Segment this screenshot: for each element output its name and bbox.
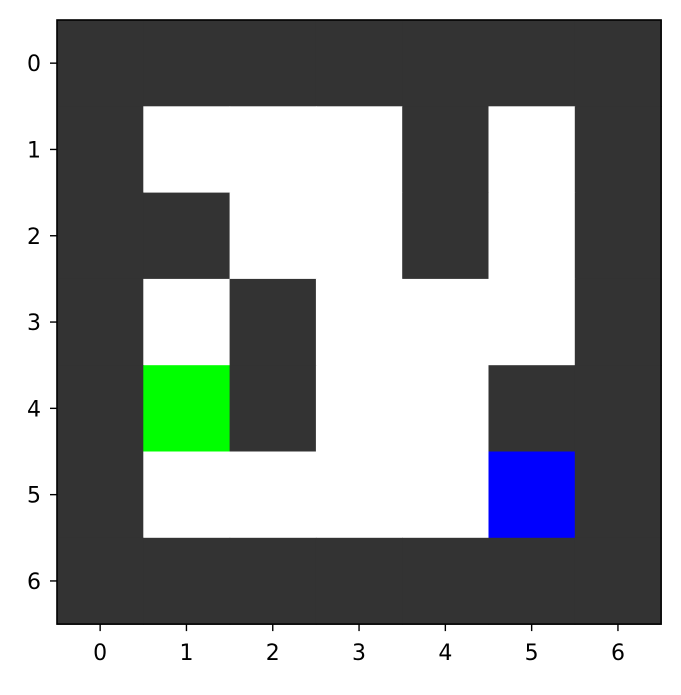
floor-cell — [315, 451, 403, 539]
floor-cell — [488, 106, 576, 194]
wall-cell — [574, 192, 662, 280]
wall-cell — [143, 20, 231, 107]
y-tick-label: 2 — [27, 225, 41, 250]
wall-cell — [402, 192, 490, 280]
wall-cell — [57, 451, 144, 539]
x-tick-label: 1 — [179, 641, 193, 666]
wall-cell — [574, 451, 662, 539]
floor-cell — [402, 365, 490, 453]
floor-cell — [315, 365, 403, 453]
floor-cell — [315, 192, 403, 280]
wall-cell — [57, 537, 144, 625]
wall-cell — [315, 537, 403, 625]
wall-cell — [488, 365, 576, 453]
wall-cell — [402, 537, 490, 625]
floor-cell — [229, 106, 317, 194]
wall-cell — [574, 537, 662, 625]
floor-cell — [143, 278, 231, 366]
grid-cells — [57, 20, 662, 625]
x-tick-label: 6 — [611, 641, 625, 666]
wall-cell — [402, 106, 490, 194]
floor-cell — [143, 451, 231, 539]
wall-cell — [488, 537, 576, 625]
wall-cell — [57, 278, 144, 366]
y-tick-label: 0 — [27, 52, 41, 77]
x-axis: 0 1 2 3 4 5 6 — [93, 624, 625, 666]
floor-cell — [315, 278, 403, 366]
y-tick-label: 3 — [27, 311, 41, 336]
wall-cell — [402, 20, 490, 107]
goal-cell — [143, 365, 231, 453]
wall-cell — [57, 20, 144, 107]
y-axis: 0 1 2 3 4 5 6 — [27, 52, 57, 595]
wall-cell — [574, 106, 662, 194]
floor-cell — [488, 278, 576, 366]
wall-cell — [574, 278, 662, 366]
x-tick-label: 4 — [438, 641, 452, 666]
floor-cell — [488, 192, 576, 280]
wall-cell — [57, 106, 144, 194]
x-tick-label: 0 — [93, 641, 107, 666]
y-tick-label: 1 — [27, 138, 41, 163]
wall-cell — [57, 365, 144, 453]
floor-cell — [143, 106, 231, 194]
floor-cell — [402, 451, 490, 539]
wall-cell — [143, 192, 231, 280]
agent-cell — [488, 451, 576, 539]
wall-cell — [57, 192, 144, 280]
floor-cell — [229, 192, 317, 280]
wall-cell — [143, 537, 231, 625]
x-tick-label: 5 — [525, 641, 539, 666]
floor-cell — [229, 451, 317, 539]
wall-cell — [488, 20, 576, 107]
y-tick-label: 4 — [27, 397, 41, 422]
wall-cell — [574, 365, 662, 453]
wall-cell — [229, 278, 317, 366]
wall-cell — [229, 537, 317, 625]
floor-cell — [402, 278, 490, 366]
wall-cell — [229, 20, 317, 107]
floor-cell — [315, 106, 403, 194]
y-tick-label: 6 — [27, 570, 41, 595]
y-tick-label: 5 — [27, 484, 41, 509]
wall-cell — [315, 20, 403, 107]
x-tick-label: 3 — [352, 641, 366, 666]
x-tick-label: 2 — [266, 641, 280, 666]
wall-cell — [574, 20, 662, 107]
wall-cell — [229, 365, 317, 453]
